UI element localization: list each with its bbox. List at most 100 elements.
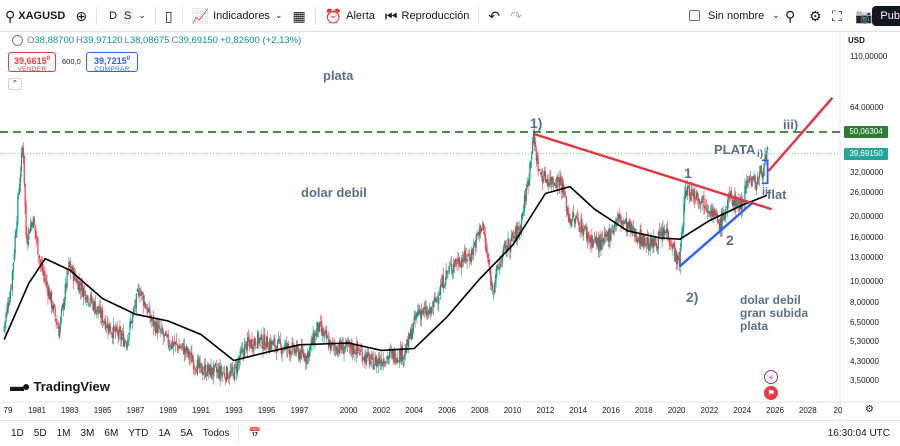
timeframe-day[interactable]: D — [109, 9, 118, 22]
candle-body — [446, 271, 448, 273]
candle-body — [9, 299, 11, 305]
annotation-dolar-debil-bottom[interactable]: dolar debil — [740, 293, 801, 307]
annotation-plata-label[interactable]: PLATA — [714, 142, 756, 157]
annotation-wave-2-small[interactable]: 2 — [726, 232, 734, 248]
candle-body — [573, 212, 575, 217]
price-tick: 10,00000 — [850, 277, 884, 287]
range-all[interactable]: Todos — [202, 428, 230, 439]
snapshot-button[interactable]: 📷 — [850, 0, 877, 32]
candle-body — [448, 268, 450, 270]
candle-body — [469, 256, 471, 261]
price-chart[interactable] — [0, 32, 900, 420]
candle-body — [515, 226, 517, 240]
range-5d[interactable]: 5D — [33, 428, 47, 439]
candle-body — [597, 237, 599, 250]
candle-body — [681, 229, 683, 239]
sell-button[interactable]: 39,66150 VENDER — [8, 52, 56, 73]
alert-button[interactable]: ⏰ Alerta — [320, 0, 380, 32]
symbol-search[interactable]: ⚲ XAGUSD — [0, 0, 70, 32]
annotation-flat[interactable]: flat — [767, 187, 787, 202]
timeframe-week[interactable]: S — [120, 7, 136, 24]
candle-body — [252, 347, 254, 350]
publish-button[interactable]: Pub — [872, 6, 900, 26]
candle-body — [349, 342, 352, 348]
annotation-plata[interactable]: plata — [323, 68, 354, 83]
alert-label: Alerta — [346, 9, 375, 22]
candle-body — [195, 371, 198, 373]
time-settings-button[interactable]: ⚙ — [865, 404, 874, 415]
candle-body — [125, 344, 127, 347]
undo-button[interactable]: ↶ — [483, 0, 505, 32]
candle-body — [433, 298, 435, 301]
candle-body — [706, 210, 709, 213]
currency-label[interactable]: USD — [848, 36, 865, 45]
candle-body — [121, 336, 123, 341]
flag-event-icon[interactable]: ⚑ — [764, 386, 778, 400]
fullscreen-button[interactable]: ⛶ — [827, 0, 847, 32]
candle-body — [103, 322, 106, 324]
range-5y[interactable]: 5A — [180, 428, 193, 439]
candle-body — [375, 356, 377, 366]
candle-body — [57, 325, 59, 329]
candle-body — [665, 231, 667, 233]
candle-body — [150, 316, 152, 321]
indicators-button[interactable]: 📈 Indicadores ⌄ — [187, 0, 288, 32]
range-1d[interactable]: 1D — [11, 428, 24, 439]
annotation-wave-iii[interactable]: iii) — [783, 117, 799, 132]
quick-search-button[interactable]: ⚲ — [780, 0, 800, 32]
settings-button[interactable]: ⚙ — [804, 0, 827, 32]
candle-body — [732, 200, 734, 207]
range-3m[interactable]: 3M — [80, 428, 95, 439]
replay-button[interactable]: ⏮ Reproducción — [380, 0, 474, 32]
layouts-button[interactable]: ▦ — [287, 0, 310, 32]
lightning-event-icon[interactable]: ⚡ — [764, 370, 778, 384]
collapse-legend-button[interactable]: ⌃ — [8, 78, 22, 90]
candle-body — [764, 155, 766, 163]
annotation-wave-i[interactable]: i) — [757, 149, 764, 160]
chevron-down-icon[interactable]: ⌄ — [138, 10, 146, 20]
candle-body — [676, 255, 679, 264]
range-1m[interactable]: 1M — [56, 428, 71, 439]
range-1y[interactable]: 1A — [158, 428, 171, 439]
redo-button[interactable]: ↷ — [505, 0, 527, 32]
candle-body — [250, 339, 252, 347]
candle-body — [655, 243, 657, 245]
compare-button[interactable]: ⊕ — [70, 0, 92, 32]
clock[interactable]: 16:30:04 UTC — [827, 428, 890, 439]
open-value: 38,88700 — [34, 35, 75, 46]
range-6m[interactable]: 6M — [104, 428, 119, 439]
candle-body — [545, 179, 547, 184]
candle-body — [278, 339, 280, 342]
annotation-wave-2[interactable]: 2) — [686, 289, 699, 305]
annotation-wave-ii[interactable]: ii — [762, 186, 769, 198]
annotation-wave-1-small[interactable]: 1 — [684, 165, 692, 181]
candle-body — [419, 310, 422, 318]
candle-body — [675, 252, 677, 262]
candle-body — [435, 298, 437, 303]
candle-body — [303, 354, 305, 359]
layout-name-button[interactable]: Sin nombre ⌄ — [684, 0, 785, 32]
candle-body — [535, 149, 537, 161]
candle-body — [731, 195, 733, 205]
chart-type-button[interactable]: ▯ — [160, 0, 178, 32]
buy-button[interactable]: 39,72150 COMPRAR — [86, 52, 138, 73]
candle-body — [588, 236, 590, 239]
candle-body — [629, 220, 631, 229]
candle-body — [359, 350, 362, 353]
low-value: 38,08675 — [129, 35, 170, 46]
candle-body — [690, 188, 692, 201]
candle-body — [640, 228, 642, 246]
candle-body — [403, 354, 405, 359]
candle-body — [456, 263, 458, 265]
candle-body — [132, 308, 135, 312]
date-range-button[interactable]: 📅 — [243, 428, 265, 439]
range-ytd[interactable]: YTD — [128, 428, 149, 439]
annotation-wave-1[interactable]: 1) — [530, 115, 543, 131]
candle-body — [542, 176, 544, 184]
candle-body — [211, 367, 213, 375]
candle-body — [741, 199, 743, 209]
annotation-dolar-debil[interactable]: dolar debil — [301, 185, 367, 200]
annotation-plata-bottom[interactable]: plata — [740, 319, 769, 333]
annotation-gran-subida[interactable]: gran subida — [740, 306, 809, 320]
candle-body — [758, 178, 760, 180]
